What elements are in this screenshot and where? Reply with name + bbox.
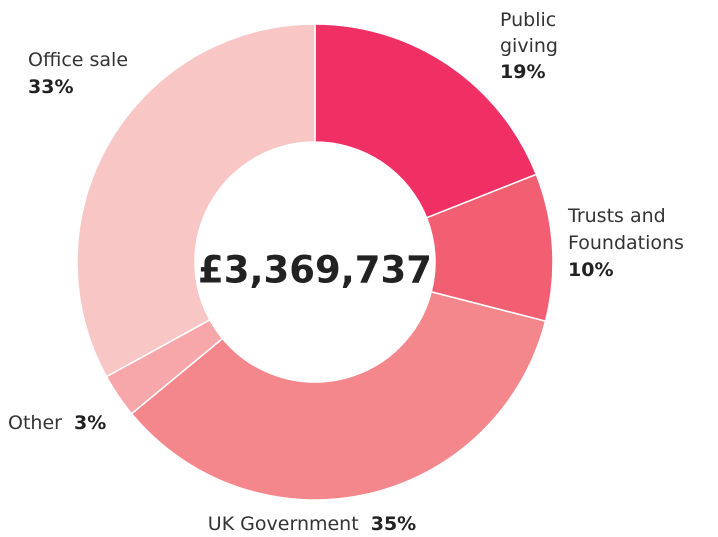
slice-label-other: Other 3% [8,412,106,434]
slice-value-label: 10% [568,259,613,281]
slice-label-public-giving: Public giving 19% [500,9,564,83]
donut-slice-public-giving [314,23,538,219]
donut-slice-uk-government [130,290,547,501]
slice-value-label: 3% [74,412,106,434]
slice-label-office-sale: Office sale 33% [28,49,134,98]
slice-value-label: 33% [28,76,73,98]
slice-label-line: UK Government [208,513,359,535]
slice-value-label: 35% [371,513,416,535]
slice-label-trusts-and-foundations: Trusts and Foundations 10% [567,205,690,281]
donut-slice-office-sale [76,23,316,378]
slice-label-uk-government: UK Government 35% [208,513,416,535]
slice-label-line: Other [8,412,62,434]
slice-label-line: Foundations [568,232,684,254]
center-total-label: £3,369,737 [198,249,432,292]
donut-slices [76,23,554,501]
slice-label-line: Office sale [28,49,128,71]
slice-value-label: 19% [500,61,545,83]
slice-label-line: Public [500,9,556,31]
slice-label-line: Trusts and [567,205,666,227]
slice-label-line: giving [500,35,558,57]
